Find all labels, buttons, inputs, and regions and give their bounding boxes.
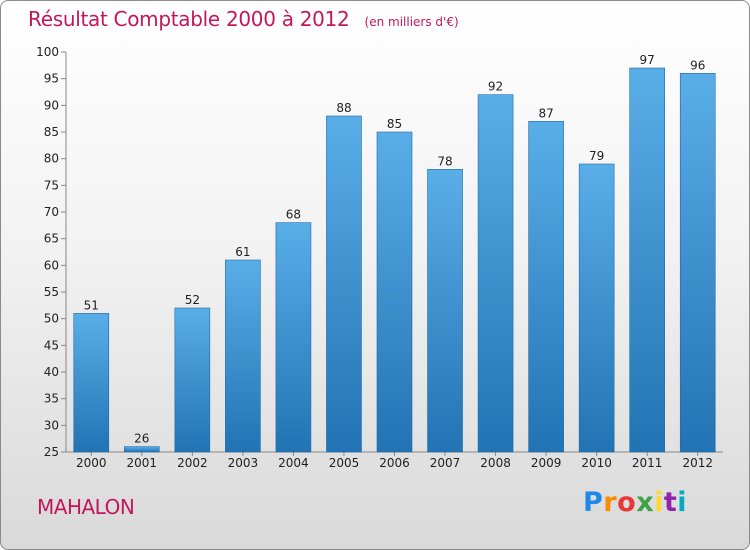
y-axis: 25 30 35 40 45 50 55 60 65 70 75 80 85 90 95 100	[36, 45, 67, 459]
chart-title: Résultat Comptable 2000 à 2012	[28, 7, 350, 31]
bar	[124, 446, 160, 453]
bars	[73, 67, 716, 453]
bar	[477, 94, 514, 453]
logo-letter: t	[663, 487, 678, 518]
y-tick-label: 100	[36, 45, 59, 59]
x-tick-label: 2002	[177, 456, 208, 470]
y-tick-label: 90	[44, 98, 59, 112]
bar	[427, 169, 463, 453]
x-tick-label: 2003	[228, 456, 259, 470]
x-tick-label: 2010	[581, 456, 612, 470]
x-tick-label: 2007	[430, 456, 461, 470]
y-tick-label: 55	[44, 285, 59, 299]
data-label: 52	[185, 293, 200, 307]
x-tick-label: 2006	[379, 456, 410, 470]
bar	[73, 313, 110, 453]
y-tick-label: 40	[44, 365, 59, 379]
logo-letter: o	[617, 487, 637, 518]
proxiti-logo[interactable]: Proxiti	[583, 487, 687, 518]
bar	[629, 67, 665, 453]
bar	[679, 73, 716, 453]
x-tick-label: 2001	[127, 456, 158, 470]
x-tick-label: 2004	[278, 456, 309, 470]
y-tick-label: 45	[44, 338, 59, 352]
x-tick-label: 2011	[632, 456, 663, 470]
data-label: 96	[690, 58, 705, 72]
bar	[376, 131, 413, 453]
logo-letter: i	[677, 487, 688, 518]
data-label: 85	[387, 117, 402, 131]
data-label: 92	[488, 80, 503, 94]
y-tick-label: 35	[44, 392, 59, 406]
y-tick-label: 25	[44, 445, 59, 459]
commune-name: MAHALON	[37, 495, 135, 519]
logo-letter: i	[654, 487, 664, 518]
x-tick-label: 2005	[329, 456, 360, 470]
bar	[225, 259, 261, 453]
bar	[578, 163, 615, 453]
x-tick-label: 2000	[76, 456, 107, 470]
x-tick-label: 2012	[682, 456, 713, 470]
x-axis: 2000 2001 2002 2003 2004 2005 2006 2007 2008 2009…	[66, 451, 723, 470]
y-tick-label: 60	[44, 258, 59, 272]
data-label: 61	[235, 245, 250, 259]
chart-header: Résultat Comptable 2000 à 2012 (en milli…	[28, 7, 459, 31]
y-tick-label: 85	[44, 125, 59, 139]
logo-letter: r	[603, 487, 618, 518]
bar	[326, 115, 362, 453]
y-tick-label: 65	[44, 232, 59, 246]
data-label: 68	[286, 208, 301, 222]
chart-subtitle: (en milliers d'€)	[364, 15, 459, 29]
x-tick-label: 2008	[480, 456, 511, 470]
bar	[275, 222, 312, 453]
y-tick-label: 30	[44, 418, 59, 432]
y-tick-label: 50	[44, 312, 59, 326]
data-label: 26	[134, 432, 149, 446]
value-labels: 51 26 52 61 68 88 85 78 92 87 79 97 96	[84, 53, 706, 446]
y-tick-label: 75	[44, 178, 59, 192]
data-label: 51	[84, 298, 99, 312]
data-label: 97	[640, 53, 655, 67]
x-tick-label: 2009	[531, 456, 562, 470]
y-tick-label: 80	[44, 152, 59, 166]
logo-letter: x	[636, 487, 655, 518]
logo-letter: P	[583, 487, 604, 518]
data-label: 88	[336, 101, 351, 115]
data-label: 87	[538, 106, 553, 120]
data-label: 78	[437, 154, 452, 168]
y-tick-label: 95	[44, 72, 59, 86]
bar	[528, 121, 564, 453]
bar	[174, 307, 211, 453]
y-tick-label: 70	[44, 205, 59, 219]
data-label: 79	[589, 149, 604, 163]
